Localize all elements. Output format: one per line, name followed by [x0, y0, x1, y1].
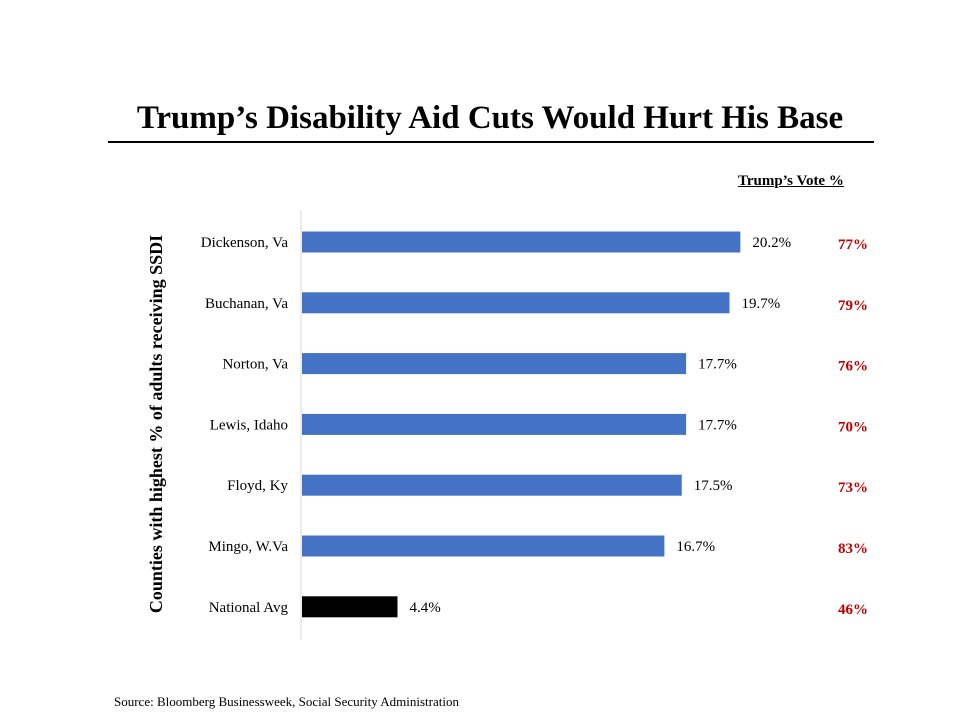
vote-percent-label: 46%: [838, 602, 868, 618]
data-label: 4.4%: [409, 600, 440, 616]
chart-title: Trump’s Disability Aid Cuts Would Hurt H…: [136, 100, 844, 136]
vote-percent-label: 73%: [838, 480, 868, 496]
category-label: Norton, Va: [222, 357, 288, 373]
data-label: 20.2%: [752, 235, 791, 251]
data-label: 19.7%: [741, 296, 780, 312]
category-label: Buchanan, Va: [205, 296, 288, 312]
category-label: Lewis, Idaho: [210, 417, 288, 433]
vote-percent-label: 76%: [838, 359, 868, 375]
vote-column-header: Trump’s Vote %: [738, 173, 844, 189]
source-note: Source: Bloomberg Businessweek, Social S…: [114, 694, 459, 709]
category-label: Mingo, W.Va: [208, 539, 288, 555]
bar-buchanan-va: [302, 292, 730, 314]
vote-percent-label: 79%: [838, 298, 868, 314]
vote-percent-label: 70%: [838, 419, 868, 435]
category-label: Floyd, Ky: [227, 478, 288, 494]
title-underline: [108, 141, 874, 143]
data-label: 17.7%: [698, 357, 737, 373]
data-label: 17.7%: [698, 417, 737, 433]
bar-mingo-w-va: [302, 535, 665, 557]
data-label: 16.7%: [676, 539, 715, 555]
data-label: 17.5%: [694, 478, 733, 494]
bar-floyd-ky: [302, 474, 682, 496]
vote-percent-label: 83%: [838, 541, 868, 557]
category-label: Dickenson, Va: [201, 235, 289, 251]
bar-dickenson-va: [302, 231, 741, 253]
bar-norton-va: [302, 353, 687, 375]
bar-national-avg: [302, 596, 398, 618]
bar-lewis-idaho: [302, 413, 687, 435]
category-label: National Avg: [209, 600, 289, 616]
vote-percent-label: 77%: [838, 237, 868, 253]
bar-chart: Dickenson, Va 20.2% 77% Buchanan, Va 19.7% 79…: [201, 210, 868, 640]
